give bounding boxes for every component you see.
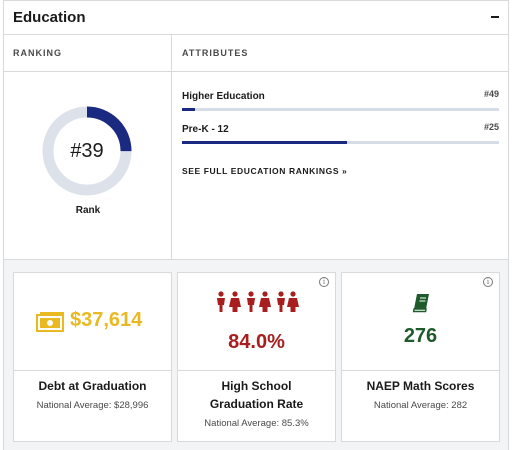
card-sub: National Average: 85.3% bbox=[204, 418, 309, 429]
education-panel: Education RANKING #39 Rank ATTRIBUTES Hi… bbox=[3, 0, 509, 450]
rank-label: Rank bbox=[75, 205, 101, 216]
card-label-line1: High School bbox=[221, 379, 292, 393]
card-naep-math-scores: i 276 NAEP Math Scores National Average:… bbox=[341, 272, 500, 442]
info-icon[interactable]: i bbox=[319, 277, 329, 287]
ranking-column: RANKING #39 Rank bbox=[4, 35, 172, 259]
see-full-rankings-link[interactable]: SEE FULL EDUCATION RANKINGS » bbox=[182, 166, 348, 176]
attribute-bar-fill bbox=[182, 108, 195, 111]
money-icon bbox=[36, 312, 64, 332]
attribute-rank: #49 bbox=[483, 89, 499, 99]
attribute-row-pre-k-12: Pre-K - 12 #25 bbox=[182, 122, 499, 148]
rank-number: #39 bbox=[70, 140, 104, 162]
card-high-school-graduation-rate: i 84.0% High School Graduation Rate Nati… bbox=[177, 272, 336, 442]
card-divider bbox=[342, 370, 499, 371]
card-divider bbox=[178, 370, 335, 371]
card-divider bbox=[14, 370, 171, 371]
attributes-column: ATTRIBUTES Higher Education #49 Pre-K - … bbox=[172, 35, 508, 259]
card-label-line2: Graduation Rate bbox=[209, 397, 304, 411]
card-sub: National Average: $28,996 bbox=[36, 400, 149, 411]
attribute-name: Higher Education bbox=[182, 91, 265, 102]
attributes-heading: ATTRIBUTES bbox=[182, 48, 249, 58]
ranking-heading-row: RANKING bbox=[4, 35, 171, 72]
card-value-row: $37,614 bbox=[36, 309, 154, 333]
card-sub: National Average: 282 bbox=[373, 400, 468, 411]
card-value: 276 bbox=[403, 325, 438, 347]
rank-donut: #39 bbox=[41, 105, 133, 197]
attribute-bar-track bbox=[182, 108, 499, 111]
attribute-rank: #25 bbox=[483, 122, 499, 132]
panel-header: Education bbox=[4, 1, 508, 35]
attribute-row-higher-education: Higher Education #49 bbox=[182, 89, 499, 115]
card-label: NAEP Math Scores bbox=[366, 379, 475, 393]
ranking-heading: RANKING bbox=[13, 48, 62, 58]
attributes-heading-row: ATTRIBUTES bbox=[172, 35, 508, 72]
stats-cards: $37,614 Debt at Graduation National Aver… bbox=[4, 259, 508, 450]
card-debt-at-graduation: $37,614 Debt at Graduation National Aver… bbox=[13, 272, 172, 442]
minus-icon[interactable] bbox=[488, 9, 502, 25]
attribute-bar-track bbox=[182, 141, 499, 144]
people-icon bbox=[217, 291, 299, 312]
donut-arc bbox=[42, 106, 132, 196]
info-icon[interactable]: i bbox=[483, 277, 493, 287]
attribute-bar-fill bbox=[182, 141, 347, 144]
attribute-name: Pre-K - 12 bbox=[182, 124, 229, 135]
card-value: 84.0% bbox=[228, 331, 285, 353]
card-value: $37,614 bbox=[70, 309, 143, 331]
panel-title: Education bbox=[13, 9, 86, 26]
card-label: Debt at Graduation bbox=[38, 379, 147, 393]
book-icon bbox=[412, 294, 429, 313]
